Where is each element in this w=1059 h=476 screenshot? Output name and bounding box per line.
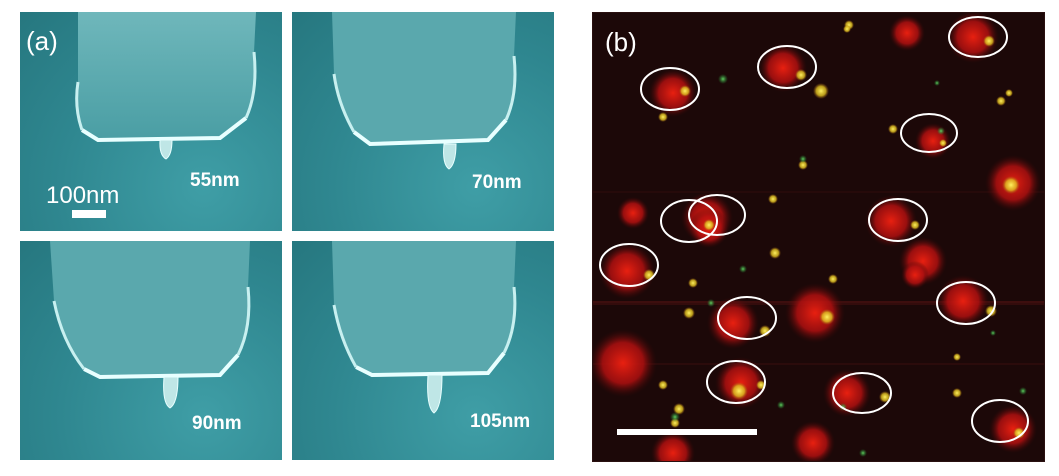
yellow-fluorescence-spot [910, 220, 920, 230]
red-fluorescence-spot [947, 13, 999, 63]
green-fluorescence-spot [990, 330, 996, 336]
yellow-fluorescence-spot [658, 380, 668, 390]
green-fluorescence-spot [937, 127, 945, 135]
marker-circle [706, 360, 766, 404]
yellow-fluorescence-spot [769, 247, 781, 259]
red-fluorescence-spot [649, 69, 697, 117]
yellow-fluorescence-spot [828, 274, 838, 284]
sem-image-90nm: 90nm [20, 241, 282, 460]
red-fluorescence-spot [791, 421, 835, 461]
scale-bar [72, 210, 106, 218]
yellow-fluorescence-spot [703, 219, 715, 231]
red-fluorescence-spot [593, 329, 657, 397]
yellow-fluorescence-spot [759, 325, 771, 337]
red-fluorescence-spot [707, 297, 759, 349]
red-fluorescence-spot [937, 275, 989, 327]
red-fluorescence-spot [617, 197, 649, 229]
marker-circle [660, 199, 718, 243]
yellow-fluorescence-spot [843, 25, 851, 33]
green-fluorescence-spot [799, 155, 807, 163]
green-fluorescence-spot [739, 265, 747, 273]
yellow-fluorescence-spot [819, 309, 835, 325]
yellow-fluorescence-spot [683, 307, 695, 319]
marker-circle [832, 372, 892, 414]
scale-bar-label: 100nm [46, 182, 120, 209]
scan-streak [593, 191, 1044, 193]
scan-streak [593, 363, 1044, 365]
yellow-fluorescence-spot [798, 160, 808, 170]
sem-image-105nm: 105nm [292, 241, 554, 460]
yellow-fluorescence-spot [658, 112, 668, 122]
green-fluorescence-spot [670, 412, 680, 422]
red-fluorescence-spot [651, 431, 695, 461]
green-fluorescence-spot [934, 80, 940, 86]
tip-length-label: 70nm [472, 172, 522, 193]
green-fluorescence-spot [1019, 387, 1027, 395]
yellow-fluorescence-spot [1002, 176, 1020, 194]
red-fluorescence-spot [759, 44, 807, 92]
marker-circle [936, 281, 996, 325]
marker-circle [971, 399, 1029, 443]
sem-tip-drawing [50, 241, 251, 409]
yellow-fluorescence-spot [1005, 89, 1013, 97]
yellow-fluorescence-spot [952, 388, 962, 398]
panel-b-letter: (b) [605, 27, 637, 57]
marker-circle [868, 198, 928, 242]
red-fluorescence-spot [889, 15, 925, 51]
yellow-fluorescence-spot [983, 35, 995, 47]
marker-circle [900, 113, 958, 153]
marker-circle [599, 243, 659, 287]
marker-circle [640, 67, 700, 111]
sem-image-70nm: 70nm [292, 12, 554, 231]
panel-a-letter: (a) [26, 26, 58, 56]
green-fluorescence-spot [718, 74, 728, 84]
yellow-fluorescence-spot [939, 139, 947, 147]
panel-b-fluorescence-image: (b) [592, 12, 1045, 462]
yellow-fluorescence-spot [679, 85, 691, 97]
red-fluorescence-spot [901, 261, 929, 289]
yellow-fluorescence-spot [1013, 427, 1025, 439]
sem-image-55nm: (a) 100nm 55nm [20, 12, 282, 231]
tip-length-label: 55nm [190, 170, 240, 191]
yellow-fluorescence-spot [768, 194, 778, 204]
tip-length-label: 105nm [470, 411, 531, 432]
sem-tip-drawing [75, 12, 257, 160]
yellow-fluorescence-spot [795, 69, 807, 81]
green-fluorescence-spot [859, 449, 867, 457]
fluorescence-spots [593, 13, 1044, 461]
yellow-fluorescence-spot [813, 83, 829, 99]
sem-tip-drawing [332, 241, 517, 414]
green-fluorescence-spot [777, 401, 785, 409]
yellow-fluorescence-spot [879, 391, 891, 403]
red-fluorescence-spot [823, 369, 871, 417]
yellow-fluorescence-spot [953, 353, 961, 361]
scale-bar [617, 429, 757, 435]
yellow-fluorescence-spot [730, 382, 748, 400]
yellow-fluorescence-spot [888, 124, 898, 134]
marker-circle [948, 16, 1008, 58]
marker-circle [688, 194, 746, 236]
tip-length-label: 90nm [192, 413, 242, 434]
yellow-fluorescence-spot [996, 96, 1006, 106]
yellow-fluorescence-spot [688, 278, 698, 288]
marker-circle [717, 296, 777, 340]
yellow-fluorescence-spot [673, 403, 685, 415]
panel-a: (a) 100nm 55nm 70nm 90nm [20, 12, 554, 460]
sem-tip-drawing [332, 12, 517, 170]
red-fluorescence-spot [785, 283, 845, 343]
green-fluorescence-spot [707, 299, 715, 307]
red-fluorescence-spot [989, 405, 1037, 453]
marker-circle [757, 45, 817, 89]
